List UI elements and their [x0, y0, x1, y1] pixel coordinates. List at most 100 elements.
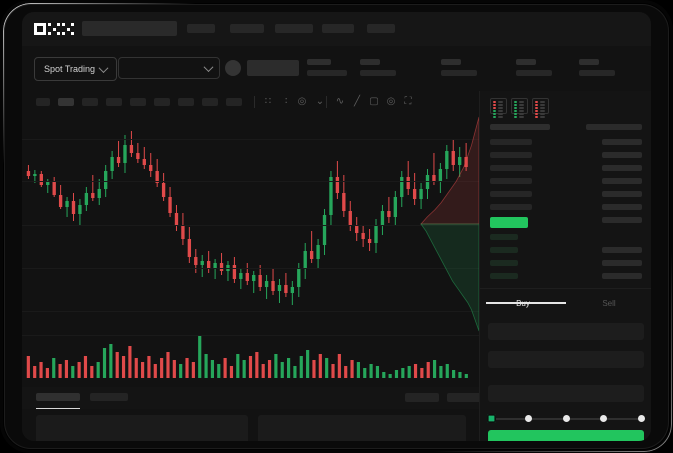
- order-book-row[interactable]: [602, 204, 642, 210]
- settings-icon[interactable]: ◎: [386, 96, 396, 107]
- camera-icon[interactable]: ▢: [369, 96, 379, 107]
- order-book-row[interactable]: [602, 273, 642, 279]
- order-book-best-bid[interactable]: [490, 217, 528, 228]
- candle-body: [393, 197, 397, 217]
- order-book-row[interactable]: [490, 234, 518, 240]
- candle-body: [142, 159, 146, 165]
- orderbook-mode-asks[interactable]: [532, 98, 549, 118]
- volume-bar: [413, 364, 418, 378]
- candle-body: [458, 157, 462, 165]
- mode-bar: [540, 115, 545, 118]
- order-book-row[interactable]: [586, 124, 642, 130]
- line-chart-icon[interactable]: ∿: [335, 96, 345, 107]
- volume-bar: [45, 368, 49, 378]
- indicator-icon[interactable]: ∷: [264, 96, 272, 107]
- orderbook-mode-both[interactable]: [490, 98, 507, 118]
- mode-bar: [535, 115, 538, 118]
- nav-item-5[interactable]: [367, 24, 395, 33]
- nav-item-1[interactable]: [187, 24, 215, 33]
- timeframe-30m[interactable]: [106, 98, 122, 106]
- order-book-row[interactable]: [490, 124, 550, 130]
- volume-bar: [179, 364, 183, 378]
- slider-step-3[interactable]: [600, 415, 607, 422]
- order-book-row[interactable]: [490, 178, 532, 184]
- slider-step-2[interactable]: [562, 415, 570, 422]
- candle-body: [445, 151, 449, 169]
- order-book-row[interactable]: [602, 217, 642, 223]
- trading-mode-label: Spot Trading: [44, 64, 96, 74]
- order-book-row[interactable]: [602, 165, 642, 171]
- order-book-row[interactable]: [602, 152, 642, 158]
- chevron-down-icon[interactable]: ⌄: [315, 96, 325, 107]
- order-book-row[interactable]: [490, 247, 518, 253]
- timeframe-1m[interactable]: [36, 98, 50, 106]
- tab-sell[interactable]: Sell: [566, 299, 651, 308]
- stat-value: [307, 70, 347, 76]
- order-book-row[interactable]: [490, 260, 518, 266]
- bottom-tab-open-orders[interactable]: [36, 393, 80, 401]
- place-buy-order-button[interactable]: [488, 430, 644, 441]
- order-book-row[interactable]: [490, 191, 532, 197]
- order-book-row[interactable]: [490, 273, 518, 279]
- stat-low: [441, 59, 477, 76]
- order-book-row[interactable]: [602, 178, 642, 184]
- candlestick-chart[interactable]: [22, 113, 479, 335]
- okx-logo-icon[interactable]: [34, 23, 74, 35]
- order-amount-field[interactable]: [488, 351, 644, 368]
- timeframe-1M[interactable]: [226, 98, 242, 106]
- draw-icon[interactable]: ╱: [353, 96, 361, 107]
- nav-item-4[interactable]: [322, 24, 354, 33]
- order-total-field[interactable]: [488, 385, 644, 402]
- order-price-field[interactable]: [488, 323, 644, 340]
- order-book-row[interactable]: [602, 191, 642, 197]
- stat-volume: [516, 59, 552, 76]
- compare-icon[interactable]: ∶: [284, 96, 288, 107]
- mode-bar: [493, 103, 496, 106]
- order-book-row[interactable]: [490, 165, 532, 171]
- alert-icon[interactable]: ◎: [297, 96, 307, 107]
- timeframe-5m[interactable]: [58, 98, 74, 106]
- mode-bar: [498, 100, 503, 103]
- amount-slider[interactable]: [487, 414, 645, 423]
- order-book-row[interactable]: [602, 247, 642, 253]
- logo-glyph-o: [34, 23, 46, 35]
- timeframe-15m[interactable]: [82, 98, 98, 106]
- nav-item-3[interactable]: [275, 24, 313, 33]
- mode-bar: [519, 103, 524, 106]
- chart-gridline: [22, 181, 479, 182]
- order-book-row[interactable]: [490, 204, 532, 210]
- timeframe-1h[interactable]: [130, 98, 146, 106]
- order-book-row[interactable]: [490, 139, 532, 145]
- bottom-action-2[interactable]: [447, 393, 481, 402]
- candle-body: [52, 182, 56, 195]
- trading-pair-selector[interactable]: [118, 57, 220, 79]
- orderbook-mode-bids[interactable]: [511, 98, 528, 118]
- bottom-action-1[interactable]: [405, 393, 439, 402]
- volume-bar: [420, 368, 424, 378]
- tab-sell-label: Sell: [602, 299, 616, 308]
- timeframe-1w[interactable]: [202, 98, 218, 106]
- coin-avatar: [225, 60, 241, 76]
- slider-step-1[interactable]: [525, 415, 532, 422]
- volume-bar: [350, 360, 354, 378]
- stat-label: [441, 59, 461, 65]
- order-book-row[interactable]: [602, 139, 642, 145]
- mode-bar: [514, 100, 517, 103]
- slider-step-0[interactable]: [487, 414, 496, 423]
- timeframe-4h[interactable]: [154, 98, 170, 106]
- candle-body: [258, 275, 262, 287]
- stat-value: [360, 70, 396, 76]
- tab-buy[interactable]: Buy: [480, 299, 566, 308]
- candle-body: [168, 197, 172, 213]
- slider-step-4[interactable]: [637, 415, 645, 422]
- trading-mode-selector[interactable]: Spot Trading: [34, 57, 118, 81]
- fullscreen-icon[interactable]: ⛶: [404, 96, 412, 107]
- order-book-row[interactable]: [602, 260, 642, 266]
- bottom-tab-order-history[interactable]: [90, 393, 128, 401]
- search-input[interactable]: [82, 21, 177, 36]
- candle-body: [26, 171, 31, 176]
- order-book-row[interactable]: [490, 152, 532, 158]
- nav-item-2[interactable]: [230, 24, 264, 33]
- candle-body: [361, 233, 365, 239]
- timeframe-1d[interactable]: [178, 98, 194, 106]
